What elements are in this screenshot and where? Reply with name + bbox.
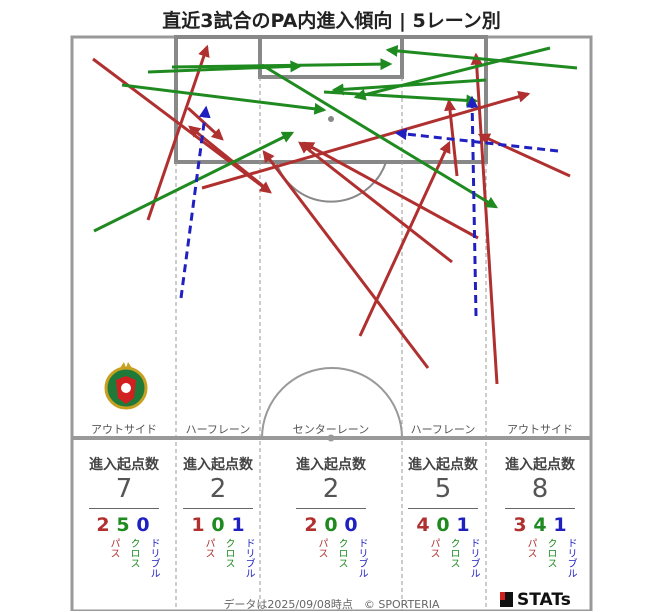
pass-count: 2 [304, 514, 318, 536]
pass-arrow [298, 141, 453, 264]
lane-total-count: 8 [531, 474, 549, 504]
lane-total-count: 2 [209, 474, 227, 504]
dribble-arrow [179, 105, 211, 299]
lane-total-count: 7 [115, 474, 133, 504]
brand-name: STATs [517, 590, 571, 610]
footer-note: データは2025/09/08時点 © SPORTERIA [223, 598, 440, 611]
dribble-label: ドリブル [243, 538, 254, 578]
pass-count: 2 [96, 514, 110, 536]
cross-arrow [171, 58, 393, 71]
lane-stat-header: 進入起点数 [183, 457, 253, 473]
lane-stat-header: 進入起点数 [89, 457, 159, 473]
lane-total-count: 5 [434, 474, 452, 504]
pass-arrow [477, 133, 571, 178]
penalty-spot [328, 116, 334, 122]
pass-arrow [301, 141, 479, 240]
cross-count: 0 [436, 514, 450, 536]
cross-count: 0 [211, 514, 225, 536]
cross-label: クロス [223, 538, 234, 568]
pass-label: パス [316, 538, 327, 558]
cross-arrow [353, 46, 551, 101]
brand-mark-icon [500, 592, 513, 607]
dribble-count: 0 [344, 514, 358, 536]
dribble-count: 0 [136, 514, 150, 536]
lane-label-outside-right: アウトサイド [507, 423, 573, 436]
pass-arrow [358, 140, 451, 337]
goal-area [258, 35, 404, 79]
lane-stat-header: 進入起点数 [505, 457, 575, 473]
club-crest-icon [104, 362, 148, 410]
dribble-label: ドリブル [565, 538, 576, 578]
dribble-count: 1 [456, 514, 470, 536]
cross-arrow [331, 78, 487, 96]
dribble-label: ドリブル [148, 538, 159, 578]
dribble-arrow [394, 128, 559, 153]
pass-label: パス [428, 538, 439, 558]
stat-divider [183, 508, 253, 509]
pass-arrow [201, 90, 531, 190]
stat-divider [89, 508, 159, 509]
dribble-label: ドリブル [356, 538, 367, 578]
pass-arrow [262, 150, 430, 369]
pass-count: 3 [513, 514, 527, 536]
cross-label: クロス [128, 538, 139, 568]
pass-count: 4 [416, 514, 430, 536]
cross-label: クロス [448, 538, 459, 568]
dribble-count: 1 [231, 514, 245, 536]
pass-label: パス [525, 538, 536, 558]
cross-count: 0 [324, 514, 338, 536]
cross-arrow [261, 63, 499, 209]
cross-arrow [385, 44, 578, 70]
lane-label-halfspace-right: ハーフレーン [410, 423, 476, 436]
pass-arrow [146, 44, 210, 221]
stat-divider [296, 508, 366, 509]
cross-label: クロス [545, 538, 556, 568]
stat-divider [408, 508, 478, 509]
lane-total-count: 2 [322, 474, 340, 504]
cross-count: 4 [533, 514, 547, 536]
cross-arrow [93, 131, 295, 233]
dribble-arrow [466, 95, 479, 317]
lane-label-halfspace-left: ハーフレーン [185, 423, 251, 436]
chart-title: 直近3試合のPA内進入傾向 | 5レーン別 [162, 10, 501, 32]
cross-count: 5 [116, 514, 130, 536]
center-circle [261, 367, 403, 439]
cross-label: クロス [336, 538, 347, 568]
cross-arrow [121, 83, 327, 115]
stat-divider [505, 508, 575, 509]
dribble-label: ドリブル [468, 538, 479, 578]
pass-label: パス [108, 538, 119, 558]
dribble-count: 1 [553, 514, 567, 536]
center-spot [327, 434, 335, 442]
lane-label-outside-left: アウトサイド [91, 423, 157, 436]
cross-arrow [323, 90, 479, 107]
brand-logo: STATs [500, 590, 571, 610]
lane-stat-header: 進入起点数 [408, 457, 478, 473]
pass-count: 1 [191, 514, 205, 536]
lane-label-center: センターレーン [292, 423, 370, 436]
pass-label: パス [203, 538, 214, 558]
pass-arrow [470, 52, 499, 385]
lane-stat-header: 進入起点数 [296, 457, 366, 473]
